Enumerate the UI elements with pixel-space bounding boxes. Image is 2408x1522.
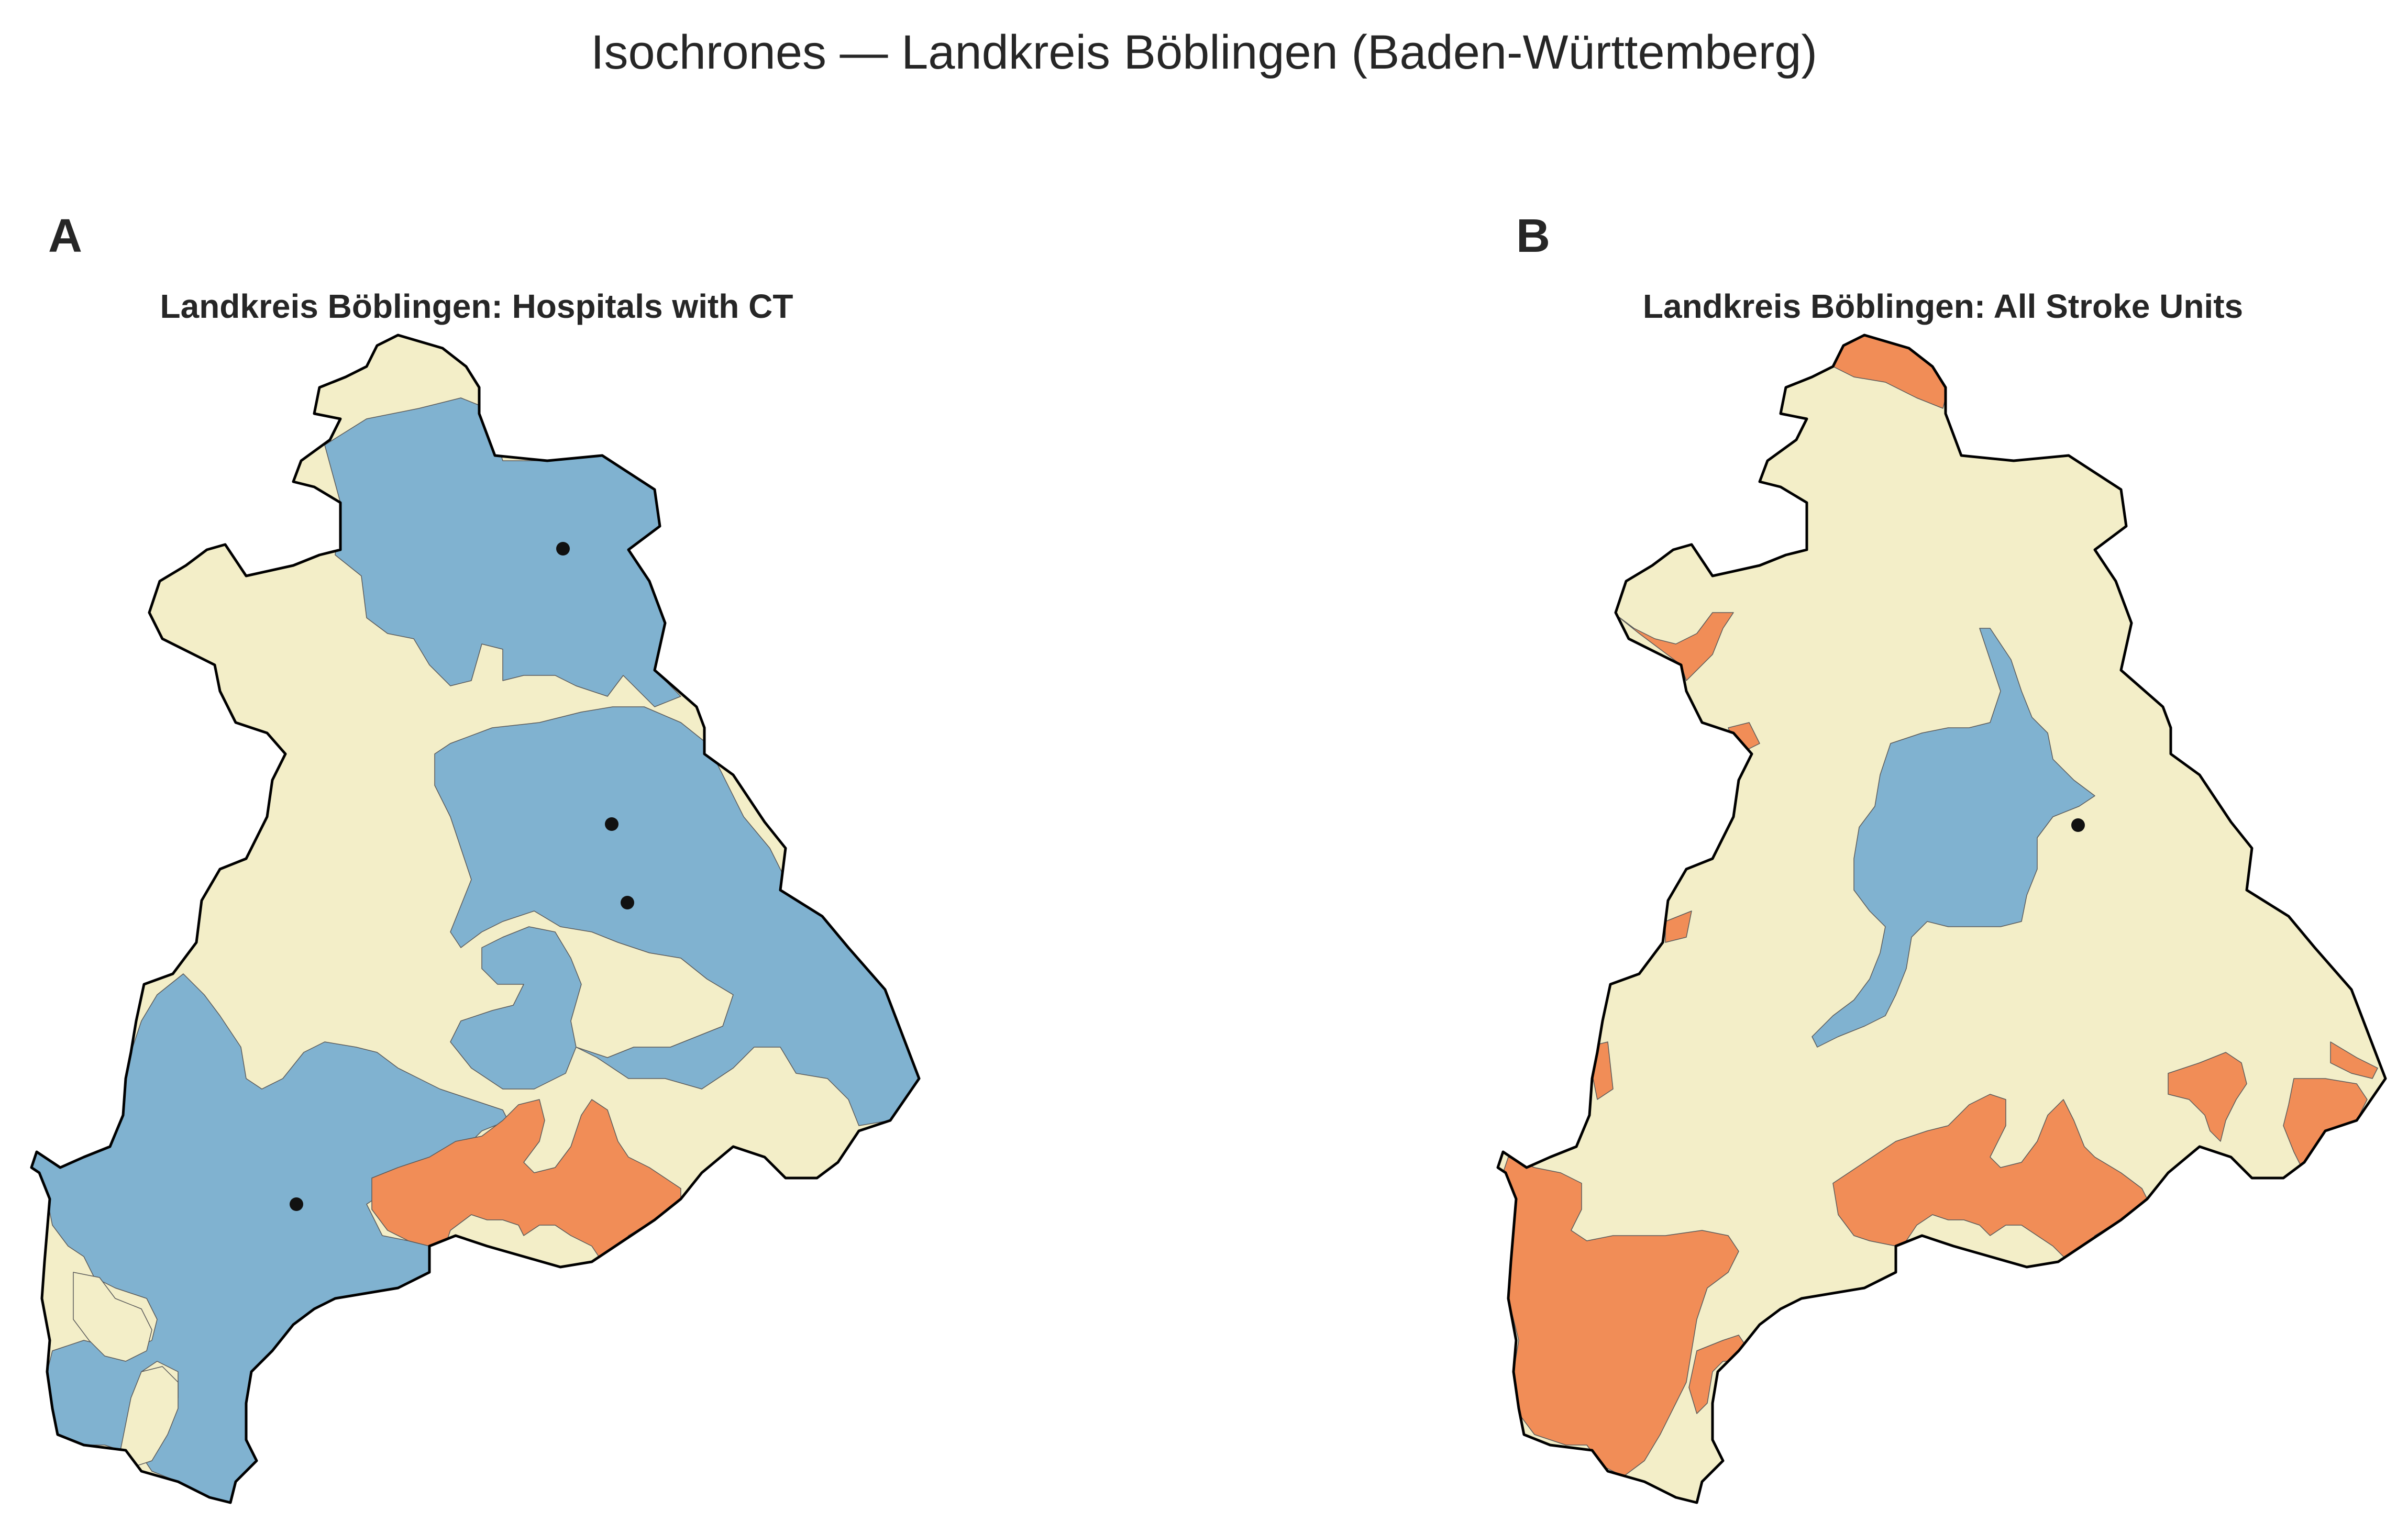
panel-b-facilities — [2071, 818, 2085, 832]
panel-a-isochrone-zones — [31, 335, 919, 1503]
panel-a-zone-long — [371, 1099, 681, 1262]
panel-b-zone-long-southwest — [1503, 1157, 1739, 1477]
panel-a-district-border — [30, 334, 921, 1504]
panel-b-facility-marker — [2071, 818, 2085, 832]
panel-a-facility-marker — [556, 542, 570, 556]
panel-b-district-border — [1496, 334, 2387, 1504]
figure-title: Isochrones — Landkreis Böblingen (Baden-… — [590, 26, 1818, 79]
panel-b-zone-long-east — [2168, 1052, 2247, 1142]
panel-a-map — [30, 334, 921, 1504]
panel-b-map — [1496, 334, 2387, 1504]
panel-a-facility-marker — [605, 817, 618, 831]
panel-a-title: Landkreis Böblingen: Hospitals with CT — [160, 287, 793, 325]
panel-a-facility-marker — [290, 1197, 303, 1211]
panel-a-facilities — [290, 542, 634, 1211]
panel-b-isochrone-zones — [1498, 335, 2385, 1503]
panel-a-zone-short-north — [324, 397, 681, 707]
panel-b-zone-long-northwest — [1612, 612, 1734, 681]
panel-a-facility-marker — [621, 896, 634, 909]
panel-a-zone-medium-island-2 — [120, 1366, 179, 1467]
panel-b-letter: B — [1516, 210, 1550, 262]
panel-b-zone-long-east-2 — [2330, 1041, 2378, 1079]
panel-a-zone-short-central — [434, 706, 919, 1126]
panel-a-letter: A — [48, 210, 82, 262]
panel-a-zone-medium-island-1 — [73, 1272, 152, 1362]
panel-b-zone-short — [1811, 628, 2095, 1048]
panel-b-title: Landkreis Böblingen: All Stroke Units — [1642, 287, 2244, 325]
panel-b-zone-long-west-sliver-2 — [1665, 910, 1692, 943]
